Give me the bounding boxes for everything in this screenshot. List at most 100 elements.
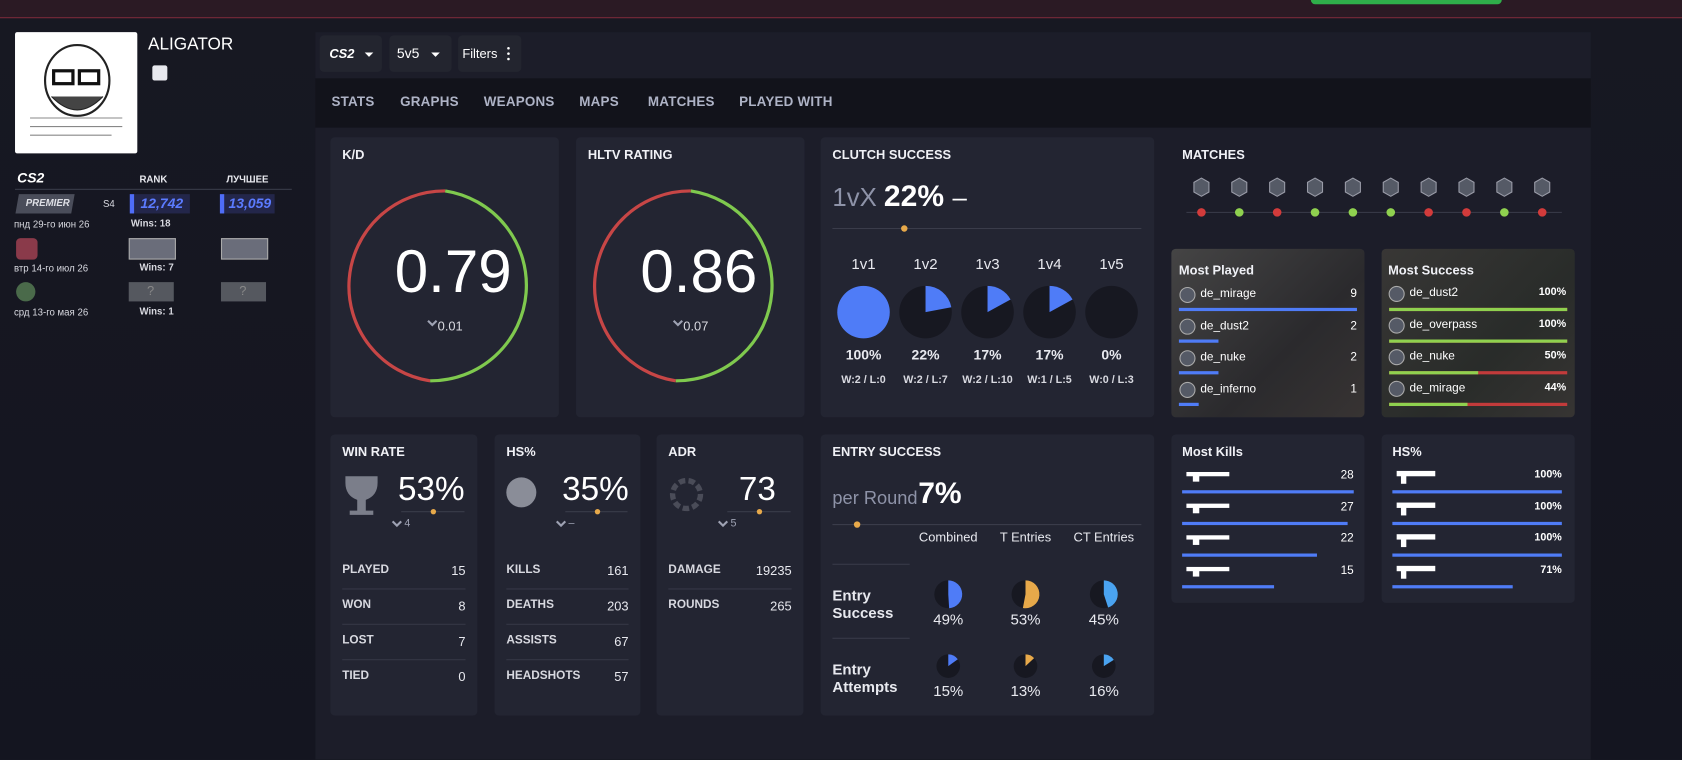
season: S4 (102, 198, 115, 210)
marker (594, 508, 601, 515)
tab[interactable]: MATCHES (647, 94, 715, 110)
map-success: 44% (1544, 381, 1567, 394)
stat-number: 8 (458, 598, 466, 614)
map-icon (1179, 350, 1196, 367)
match-result (1462, 208, 1471, 217)
card (820, 137, 1155, 418)
dots-icon (507, 46, 510, 50)
map-bar (1178, 339, 1219, 343)
card-title: ADR (668, 444, 697, 460)
rank-badge (128, 282, 174, 302)
avatar (15, 32, 138, 154)
tab[interactable]: WEAPONS (483, 94, 555, 110)
entry-pie (1103, 654, 1114, 667)
card-title: ENTRY SUCCESS (832, 444, 942, 460)
match-result (1234, 208, 1244, 217)
clutch-percent: 0% (1101, 346, 1122, 363)
match-result (1537, 208, 1547, 217)
map-name: de_mirage (1409, 381, 1466, 395)
map-count: 2 (1350, 350, 1357, 364)
mode-select-label[interactable]: 5v5 (396, 45, 420, 62)
match-result (1272, 208, 1282, 217)
weapon-icon (1396, 470, 1436, 477)
chevron-icon (427, 319, 438, 327)
steam-icon[interactable] (152, 65, 168, 81)
best-badge (219, 194, 275, 214)
weapon-icon (1192, 570, 1200, 577)
map-image (1171, 248, 1365, 418)
avatar-drawing (30, 43, 123, 136)
kill-count: 28 (1340, 468, 1354, 482)
success-bar (1389, 339, 1568, 343)
chevron-icon (717, 520, 729, 528)
card (330, 137, 559, 418)
weapon-icon (1396, 502, 1436, 508)
game-select-label[interactable]: CS2 (329, 46, 355, 62)
tab-bar (315, 78, 1591, 128)
clutch-prefix: 1vX (832, 183, 877, 213)
entry-percent: 53% (1010, 610, 1041, 628)
map-count: 9 (1350, 287, 1357, 301)
weapon-icon (1396, 534, 1436, 540)
stat-number: 67 (614, 633, 629, 649)
rank-icon (16, 282, 36, 302)
stat-number: 15 (451, 563, 466, 579)
rank-header: ЛУЧШЕЕ (226, 173, 269, 185)
top-button[interactable] (1310, 0, 1502, 5)
map-image (1381, 248, 1575, 418)
rank-date: втр 14-го июл 26 (13, 262, 89, 274)
stat-label: DEATHS (506, 598, 554, 612)
stat-label: ASSISTS (506, 633, 557, 647)
gauge-arc-win (430, 189, 528, 383)
chevron-icon (672, 319, 683, 327)
entry-prefix: per Round (832, 488, 918, 509)
card-title: WIN RATE (342, 444, 405, 460)
map-bar (1178, 307, 1357, 312)
map-name: de_dust2 (1409, 286, 1459, 300)
hs-bar (1392, 585, 1513, 589)
map-name: de_mirage (1200, 287, 1257, 301)
tab[interactable]: MAPS (579, 94, 619, 110)
tab[interactable]: GRAPHS (400, 94, 459, 110)
stat-label: PLAYED (342, 563, 389, 577)
success-bar-bg (1389, 402, 1568, 407)
map-count: 2 (1350, 319, 1357, 333)
entry-percent: 13% (1010, 682, 1041, 700)
map-icon (1306, 177, 1324, 197)
entry-percent: 15% (933, 682, 964, 700)
map-bar (1178, 402, 1199, 407)
stat-change: 4 (404, 518, 411, 530)
clutch-record: W:2 / L:7 (903, 374, 948, 387)
map-count: 1 (1350, 382, 1357, 396)
entry-row-label: Entry Success (832, 586, 894, 622)
rank-wins: Wins: 1 (139, 305, 174, 317)
clutch-percent: 17% (973, 346, 1002, 363)
stat-number: 161 (607, 563, 629, 579)
chevron-icon (555, 520, 567, 528)
map-icon (1179, 381, 1196, 398)
gauge-change: 0.07 (683, 318, 709, 334)
hs-percent: 100% (1534, 468, 1562, 481)
rank-date: срд 13-го мая 26 (13, 306, 89, 318)
dots-icon (507, 52, 510, 55)
best-value: 13,059 (228, 195, 272, 212)
stat-label: KILLS (506, 563, 541, 577)
entry-value: 7% (918, 476, 962, 510)
success-bar (1389, 371, 1479, 375)
tab[interactable]: PLAYED WITH (739, 94, 833, 110)
filters-button (458, 35, 522, 72)
map-name: de_nuke (1200, 350, 1246, 364)
dropdown-arrow (364, 52, 374, 57)
match-result (1348, 208, 1358, 217)
card-title: Most Kills (1182, 444, 1243, 460)
map-icon (1388, 349, 1405, 366)
map-name: de_overpass (1409, 318, 1478, 331)
clutch-trend: – (952, 183, 967, 213)
rank-value: ? (146, 283, 155, 299)
filters-label[interactable]: Filters (462, 46, 498, 62)
success-bar (1389, 307, 1568, 312)
tab[interactable]: STATS (331, 94, 375, 110)
map-icon (1534, 177, 1551, 197)
